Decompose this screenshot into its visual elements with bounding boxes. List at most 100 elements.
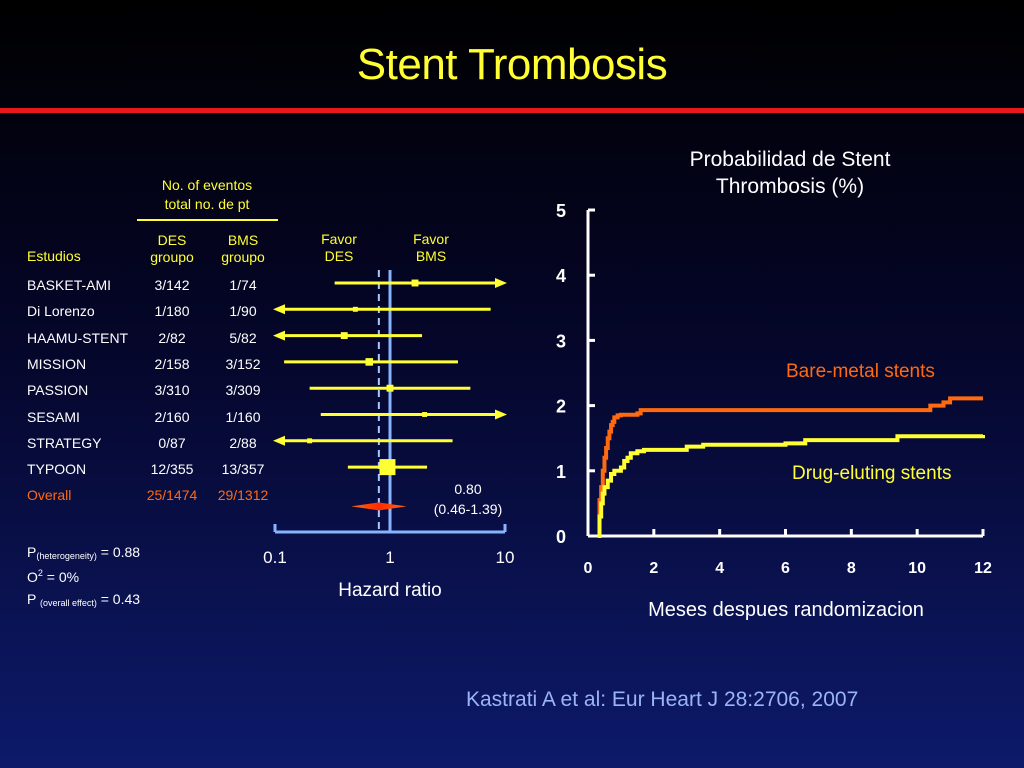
point-estimate [379,459,396,476]
events-header-line1: No. of eventos [161,177,253,193]
stat-heterogeneity: P(heterogeneity) = 0.88 [27,544,140,561]
forest-row-des: 1/180 [154,303,190,320]
stat-heterogeneity-prefix: P [27,544,37,560]
km-y-tick-label: 4 [556,266,566,286]
favor-des-line2: DES [324,248,354,264]
slide-title: Stent Trombosis [356,40,668,89]
stat-i2-prefix: O [27,569,38,585]
overall-estimate-value: 0.80 [454,481,482,497]
ci-arrow-left [273,435,285,446]
favor-des-line1: Favor [321,231,357,247]
km-title: Probabilidad de Stent Thrombosis (%) [630,146,950,200]
km-x-tick-label: 4 [715,560,724,577]
forest-row-bms: 3/152 [225,355,261,372]
km-x-tick-label: 12 [974,560,992,577]
stat-overall-value: = 0.43 [96,591,141,607]
ci-arrow-right [495,409,507,420]
studies-header: Estudios [27,248,81,264]
stat-overall-effect: P (overall effect) = 0.43 [27,591,140,608]
point-estimate [352,306,358,312]
stat-i2: O2 = 0% [27,568,79,585]
forest-row-des: 3/310 [154,382,190,399]
ci-arrow-right [495,278,507,288]
forest-row-des: 0/87 [158,434,186,451]
forest-row-study: MISSION [27,355,87,372]
km-y-tick-label: 5 [556,201,566,221]
km-x-tick-label: 0 [584,560,593,577]
forest-row-bms: 13/357 [221,461,265,478]
forest-row-study: STRATEGY [27,434,102,451]
bms-series-label: Bare-metal stents [786,361,935,382]
bms-header: BMS groupo [211,232,275,266]
km-y-tick-label: 1 [556,462,566,482]
forest-x-axis-title: Hazard ratio [338,580,442,601]
km-x-tick-label: 10 [908,560,926,577]
km-x-tick-label: 8 [847,560,856,577]
forest-row-bms: 2/88 [229,434,257,451]
stat-i2-value: = 0% [42,569,80,585]
des-series-line [597,434,985,538]
forest-row-bms: 3/309 [225,382,261,399]
favor-bms-line2: BMS [415,248,447,264]
forest-row-des: 3/142 [154,277,190,293]
forest-row-study: SESAMI [27,408,80,425]
forest-x-tick-label: 10 [496,548,515,567]
forest-row-study: PASSION [27,382,89,399]
forest-row-bms: 5/82 [229,329,257,346]
events-header-rule [137,219,278,221]
km-y-tick-label: 3 [556,331,566,351]
bms-series-line [597,396,983,538]
overall-estimate-ci: (0.46-1.39) [433,501,503,517]
des-series-label: Drug-eluting stents [792,463,952,484]
forest-row-des: 12/355 [150,461,194,478]
overall-estimate: 0.80 (0.46-1.39) [418,479,518,519]
bms-header-line1: BMS [227,232,259,248]
point-estimate [411,279,419,287]
forest-row-study: BASKET-AMI [27,277,112,293]
des-header: DES groupo [140,232,204,266]
forest-x-tick-label: 1 [385,548,394,567]
km-title-line2: Thrombosis (%) [715,175,865,198]
overall-diamond [351,502,407,511]
events-header-line2: total no. de pt [164,196,250,212]
stat-overall-prefix: P [27,591,40,607]
ci-arrow-left [273,304,285,315]
km-x-tick-label: 6 [781,560,790,577]
km-y-tick-label: 2 [556,397,566,417]
favor-bms-line1: Favor [413,231,449,247]
forest-row-des: 2/158 [154,355,190,372]
stat-i2-sup: 2 [37,568,43,578]
stat-heterogeneity-value: = 0.88 [96,544,141,560]
forest-row-study: Overall [27,487,72,504]
forest-row-des: 2/160 [154,408,190,425]
title-divider [0,108,1024,113]
km-x-tick-label: 2 [649,560,658,577]
km-title-line1: Probabilidad de Stent [689,148,891,171]
forest-row-bms: 1/74 [229,277,257,293]
point-estimate [307,438,313,444]
km-y-tick-label: 0 [556,527,566,547]
favor-des-header: Favor DES [312,231,366,265]
des-header-line1: DES [157,232,187,248]
favor-bms-header: Favor BMS [404,231,458,265]
forest-row-des: 2/82 [158,329,186,346]
citation: Kastrati A et al: Eur Heart J 28:2706, 2… [466,688,859,711]
point-estimate [386,384,394,392]
forest-row-bms: 29/1312 [217,487,269,504]
forest-x-tick-label: 0.1 [263,548,287,567]
forest-row-study: Di Lorenzo [27,303,95,320]
stat-heterogeneity-sub: (heterogeneity) [36,551,97,561]
point-estimate [365,358,374,366]
stat-overall-sub: (overall effect) [39,598,97,608]
forest-row-study: TYPOON [27,461,87,478]
forest-row-study: HAAMU-STENT [27,329,129,346]
point-estimate [340,332,348,340]
events-header: No. of eventos total no. de pt [137,176,277,214]
forest-row-bms: 1/160 [225,408,261,425]
forest-row-des: 25/1474 [146,487,198,504]
ci-arrow-left [273,330,285,341]
km-x-axis-title: Meses despues randomizacion [648,599,924,621]
forest-row-bms: 1/90 [229,303,257,320]
